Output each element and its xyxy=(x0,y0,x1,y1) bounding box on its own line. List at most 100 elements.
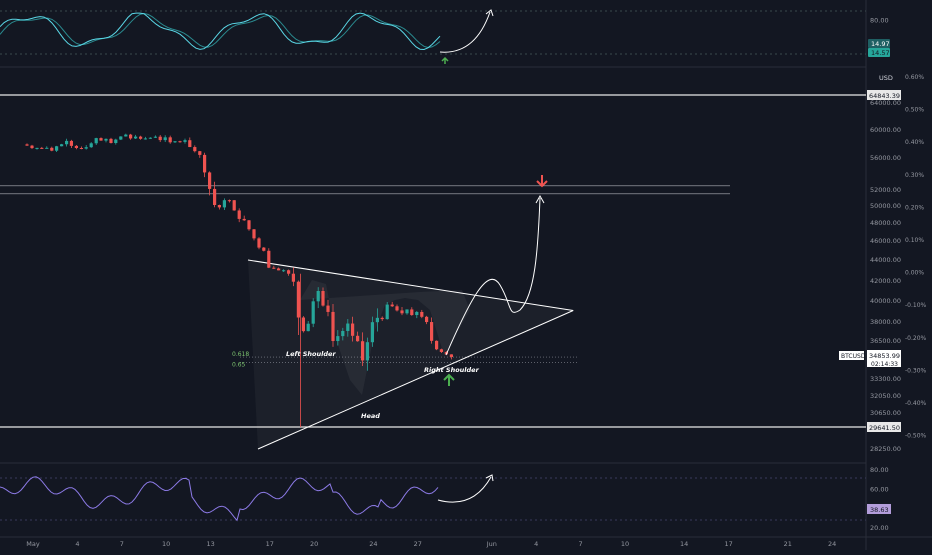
candle-body xyxy=(390,304,394,307)
stoch-tick-label: 80.00 xyxy=(870,17,889,25)
time-tick-label: 10 xyxy=(621,540,629,548)
candle-body xyxy=(400,310,404,314)
candle-body xyxy=(198,151,202,155)
axes: 64000.00 60000.00 56000.00 52000.00 50000.00… xyxy=(26,74,926,548)
time-tick-label: Jun xyxy=(486,540,497,548)
candle-body xyxy=(45,147,49,149)
candle-body xyxy=(94,138,98,144)
candle-body xyxy=(30,145,34,149)
candle-body xyxy=(395,306,399,311)
rsi-value: 38.63 xyxy=(870,506,889,514)
rsi-tick-label: 80.00 xyxy=(870,466,889,474)
candle-body xyxy=(134,136,138,139)
buy-arrow-up xyxy=(443,373,455,386)
pattern-label-left-shoulder: Left Shoulder xyxy=(286,350,336,358)
price-tick-label: 28250.00 xyxy=(870,445,901,453)
level-price-label: 64843.39 xyxy=(869,92,900,100)
percent-tick-label: 0.30% xyxy=(905,172,924,179)
candle-body xyxy=(326,305,330,312)
candle-body xyxy=(439,349,443,352)
candle-body xyxy=(341,330,345,337)
candle-body xyxy=(306,323,310,332)
percent-tick-label: 0.20% xyxy=(905,204,924,211)
price-projection-arrowhead xyxy=(535,194,545,204)
candle-body xyxy=(449,354,453,357)
stoch-projection-curve xyxy=(439,11,491,53)
candle-body xyxy=(385,304,389,320)
candle-body xyxy=(109,138,113,143)
candle-body xyxy=(247,220,251,230)
candle-body xyxy=(237,210,241,219)
time-tick-label: 17 xyxy=(724,540,732,548)
candle-body xyxy=(242,218,246,221)
price-tick-label: 30650.00 xyxy=(870,409,901,417)
candle-series xyxy=(25,133,453,427)
candle-body xyxy=(272,267,276,269)
candle-body xyxy=(69,140,73,146)
percent-tick-label: 0.00% xyxy=(905,270,924,277)
candle-body xyxy=(301,317,305,332)
candle-body xyxy=(287,270,291,274)
candle-body xyxy=(158,136,162,141)
percent-tick-label: -0.30% xyxy=(905,367,927,374)
pattern-label-right-shoulder: Right Shoulder xyxy=(424,366,480,374)
candle-body xyxy=(331,311,335,342)
triangle-lower-trendline xyxy=(257,310,574,450)
candle-body xyxy=(405,309,409,314)
fib-level-label: 0.65 xyxy=(232,361,246,368)
candle-body xyxy=(375,317,379,323)
time-tick-label: 17 xyxy=(266,540,274,548)
level-price-badge xyxy=(867,90,901,100)
candle-body xyxy=(124,134,128,137)
candle-body xyxy=(277,268,281,271)
last-price-countdown: 02:14:33 xyxy=(871,361,898,368)
annotations: Left Shoulder Head Right Shoulder BTCUSD 348… xyxy=(286,175,901,420)
head-shoulders-shading xyxy=(300,280,470,395)
candle-body xyxy=(222,200,226,208)
candle-body xyxy=(213,188,217,205)
candle-body xyxy=(153,136,157,138)
candle-body xyxy=(262,247,266,251)
time-tick-label: 24 xyxy=(828,540,836,548)
stoch-k-line xyxy=(0,12,441,51)
last-price-badge xyxy=(867,350,901,367)
price-tick-label: 60000.00 xyxy=(870,126,901,134)
candle-body xyxy=(208,172,212,189)
price-tick-label: 44000.00 xyxy=(870,256,901,264)
candle-body xyxy=(65,140,69,145)
candle-body xyxy=(60,144,64,147)
candle-body xyxy=(203,154,207,173)
candle-body xyxy=(356,335,360,342)
last-price-label: 34853.99 xyxy=(869,352,900,360)
candle-body xyxy=(365,342,369,361)
price-tick-label: 40000.00 xyxy=(870,297,901,305)
rsi-line xyxy=(0,476,439,522)
price-tick-label: 32050.00 xyxy=(870,392,901,400)
rsi-projection-curve xyxy=(437,476,492,503)
candle-body xyxy=(79,148,83,150)
symbol-tag: BTCUSD xyxy=(841,353,866,360)
price-tick-label: 50000.00 xyxy=(870,202,901,210)
candle-body xyxy=(380,317,384,320)
candle-body xyxy=(163,137,167,141)
rsi-tick-label: 60.00 xyxy=(870,485,889,493)
candle-body xyxy=(267,250,271,268)
fib-level-label: 0.618 xyxy=(232,351,249,358)
time-tick-label: 21 xyxy=(784,540,792,548)
time-tick-label: 10 xyxy=(162,540,170,548)
candle-body xyxy=(139,136,143,139)
price-tick-label: 56000.00 xyxy=(870,154,901,162)
candle-body xyxy=(232,200,236,211)
percent-tick-label: 0.40% xyxy=(905,139,924,146)
candle-body xyxy=(129,134,133,139)
percent-tick-label: -0.20% xyxy=(905,335,927,342)
candle-body xyxy=(430,322,434,341)
time-tick-label: 14 xyxy=(680,540,688,548)
triangle-upper-trendline xyxy=(247,259,574,311)
candle-body xyxy=(217,205,221,208)
candle-body xyxy=(291,273,295,282)
